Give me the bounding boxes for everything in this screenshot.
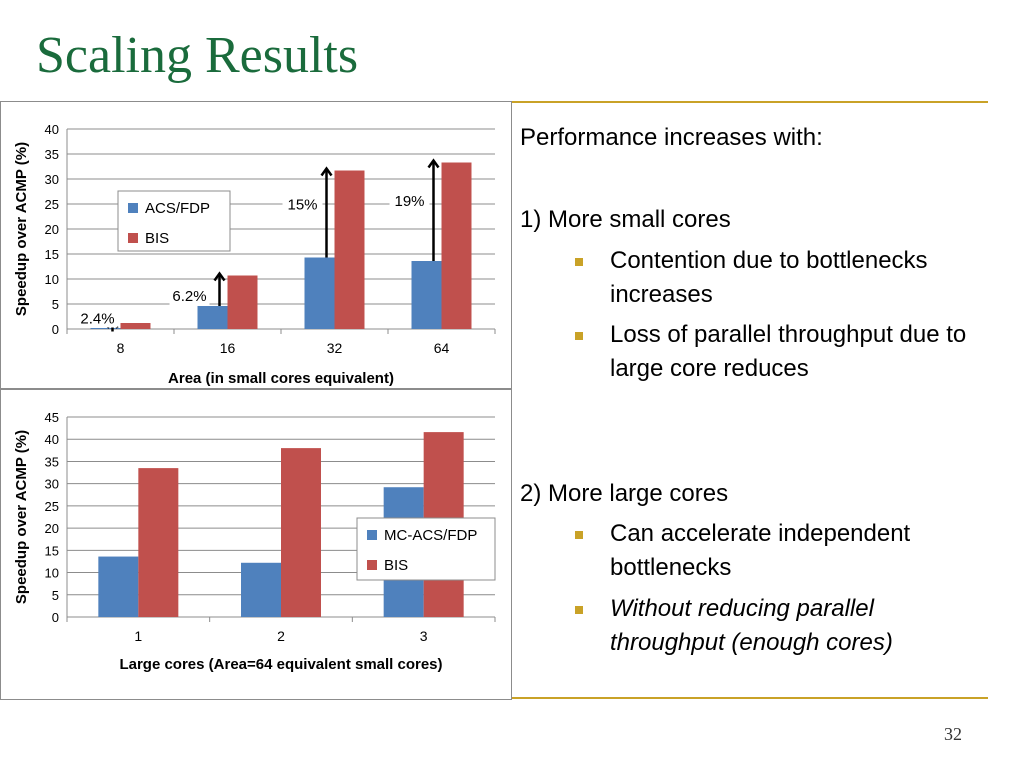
legend-label: BIS (145, 230, 169, 247)
x-tick-label: 3 (420, 628, 428, 644)
y-tick-label: 25 (45, 499, 59, 514)
x-axis-title: Large cores (Area=64 equivalent small co… (119, 656, 442, 673)
heading-text: Performance increases with: (520, 124, 823, 151)
legend-label: BIS (384, 557, 408, 574)
legend-swatch (128, 203, 138, 213)
x-tick-label: 8 (117, 340, 125, 356)
y-axis-title: Speedup over ACMP (%) (13, 430, 30, 604)
annotation-label: 19% (394, 193, 424, 210)
bar-series-1-bar (90, 328, 121, 329)
chart-large-cores-svg: 0 5 10 15 20 25 30 35 40 45 1 2 3 Large cores (Area=6… (13, 410, 496, 673)
y-tick-label: 5 (52, 588, 59, 603)
y-tick-label: 40 (45, 432, 59, 447)
point-2: 2) More large cores (520, 480, 729, 507)
bar-series-1-bar (98, 556, 139, 617)
y-axis-title: Speedup over ACMP (%) (13, 142, 30, 316)
y-tick-label: 25 (45, 197, 59, 212)
point-2-bullet-2: Without reducing parallel throughput (en… (610, 595, 893, 656)
y-tick-label: 30 (45, 477, 59, 492)
y-tick-label: 35 (45, 147, 59, 162)
x-axis-title: Area (in small cores equivalent) (168, 370, 394, 387)
y-tick-label: 20 (45, 222, 59, 237)
bar-series-2-bar (227, 275, 258, 329)
chart-large-cores: 0 5 10 15 20 25 30 35 40 45 1 2 3 Large cores (Area=6… (0, 389, 512, 700)
x-tick-label: 1 (134, 628, 142, 644)
legend-box (356, 517, 496, 581)
y-tick-label: 15 (45, 543, 59, 558)
bar-series-1-bar (411, 261, 442, 329)
x-tick-label: 32 (327, 340, 343, 356)
annotation-label: 2.4% (80, 311, 114, 328)
x-tick-label: 64 (434, 340, 450, 356)
bullet-square-icon (575, 531, 583, 539)
y-tick-label: 15 (45, 247, 59, 262)
y-tick-label: 10 (45, 566, 59, 581)
point-1: 1) More small cores (520, 206, 731, 233)
legend-swatch (367, 530, 377, 540)
bar-series-2-bar (441, 162, 472, 329)
point-1-bullet-1: Contention due to bottlenecks increases (610, 247, 928, 308)
y-tick-label: 20 (45, 521, 59, 536)
annotation-label-bg (77, 309, 118, 328)
arrowhead-icon (213, 271, 226, 282)
y-tick-label: 5 (52, 297, 59, 312)
y-tick-label: 0 (52, 610, 59, 625)
legend-swatch (128, 233, 138, 243)
annotation-label: 15% (287, 197, 317, 214)
y-tick-label: 45 (45, 410, 59, 425)
bar-series-2-bar (138, 468, 179, 617)
bullet-square-icon (575, 606, 583, 614)
bar-series-1-bar (304, 257, 335, 329)
page-number: 32 (944, 724, 962, 744)
bar-series-2-bar (120, 323, 151, 329)
y-tick-label: 10 (45, 272, 59, 287)
annotation-label-bg (389, 192, 430, 210)
point-1-bullet-2: Loss of parallel throughput due to large… (610, 321, 967, 382)
bar-series-1-bar (241, 562, 281, 617)
x-tick-label: 16 (220, 340, 236, 356)
y-tick-label: 40 (45, 122, 59, 137)
y-tick-label: 0 (52, 322, 59, 337)
bar-series-2-bar (334, 170, 365, 329)
legend-label: MC-ACS/FDP (384, 527, 477, 544)
y-tick-label: 35 (45, 454, 59, 469)
chart-area-scaling-svg: 0 5 10 15 20 25 30 35 40 8 16 32 64 Area (in small co… (13, 122, 496, 387)
legend-label: ACS/FDP (145, 200, 210, 217)
legend-swatch (367, 560, 377, 570)
y-tick-label: 30 (45, 172, 59, 187)
annotation-label-bg (169, 287, 210, 305)
annotation-label-bg (282, 195, 323, 214)
arrowhead-icon (427, 158, 440, 169)
annotation-label: 6.2% (172, 288, 206, 305)
point-2-bullet-1: Can accelerate independent bottlenecks (610, 520, 911, 581)
bar-series-2-bar (281, 448, 321, 617)
arrowhead-icon (320, 166, 333, 177)
chart-area-scaling: 0 5 10 15 20 25 30 35 40 8 16 32 64 Area (in small co… (0, 101, 512, 389)
x-tick-label: 2 (277, 628, 285, 644)
bar-series-1-bar (197, 306, 228, 329)
bullet-square-icon (575, 258, 583, 266)
slide-title: Scaling Results (36, 27, 359, 84)
bullet-square-icon (575, 332, 583, 340)
